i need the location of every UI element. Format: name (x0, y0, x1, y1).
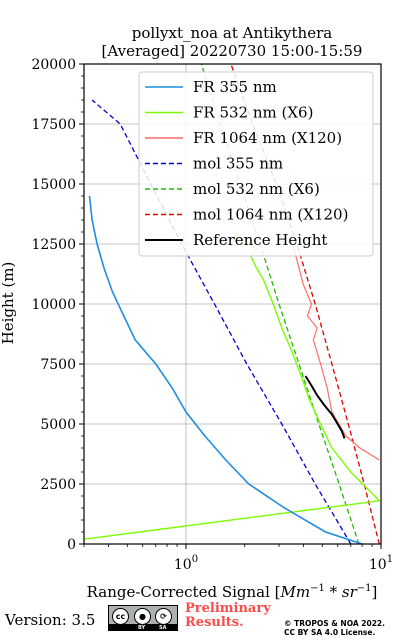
legend-label: mol 532 nm (X6) (193, 180, 320, 198)
y-tick-label: 0 (67, 537, 76, 553)
copyright-line1: © TROPOS & NOA 2022. (284, 619, 386, 628)
version-text: Version: 3.5 (5, 611, 96, 629)
y-tick-label: 12500 (31, 237, 76, 253)
x-tick-label: 101 (369, 554, 393, 573)
series-fr-532-nm-x6 (83, 231, 381, 540)
legend-label: FR 355 nm (193, 78, 277, 96)
lidar-profile-chart: pollyxt_noa at Antikythera [Averaged] 20… (0, 24, 393, 600)
series-reference-height (304, 375, 346, 439)
cc-logo-icon: cc (112, 608, 129, 625)
preliminary-notice: Preliminary Results. (185, 602, 271, 630)
chart-title-line1: pollyxt_noa at Antikythera (132, 24, 332, 42)
y-tick-label: 7500 (40, 357, 76, 373)
by-person-icon: ● (134, 608, 151, 625)
legend-label: FR 532 nm (X6) (193, 104, 313, 122)
legend-label: Reference Height (193, 231, 327, 249)
legend-label: mol 1064 nm (X120) (193, 206, 348, 224)
series-mol-532-nm-x6 (200, 63, 360, 545)
chart-title-line2: [Averaged] 20220730 15:00-15:59 (102, 42, 363, 60)
y-tick-label: 2500 (40, 477, 76, 493)
cc-license-badge[interactable]: cc ● ⟳ BY SA (108, 605, 178, 631)
cc-sa-label: SA (159, 625, 167, 631)
copyright-notice: © TROPOS & NOA 2022. CC BY SA 4.0 Licens… (284, 619, 385, 637)
preliminary-line1: Preliminary (185, 601, 271, 616)
series-fr-355-nm (88, 195, 363, 545)
series-mol-355-nm (91, 99, 352, 545)
legend-label: mol 355 nm (193, 155, 283, 173)
copyright-line2: CC BY SA 4.0 License. (284, 628, 376, 637)
x-tick-label: 100 (174, 554, 198, 573)
sa-share-icon: ⟳ (155, 608, 172, 625)
y-axis-label: Height (m) (0, 262, 17, 345)
series-fr-1064-nm-x120 (289, 236, 380, 461)
x-axis-label: Range-Corrected Signal [Mm−1 * sr−1] (87, 583, 378, 600)
y-tick-label: 20000 (31, 57, 76, 73)
footer: Version: 3.5 cc ● ⟳ BY SA Preliminary Re… (0, 600, 400, 640)
cc-by-label: BY (138, 625, 146, 631)
y-tick-label: 15000 (31, 177, 76, 193)
y-tick-label: 5000 (40, 417, 76, 433)
legend-box (138, 71, 374, 257)
preliminary-line2: Results. (185, 615, 244, 630)
y-tick-label: 10000 (31, 297, 76, 313)
legend-label: FR 1064 nm (X120) (193, 129, 342, 147)
y-tick-label: 17500 (31, 117, 76, 133)
plot-frame (83, 63, 382, 545)
